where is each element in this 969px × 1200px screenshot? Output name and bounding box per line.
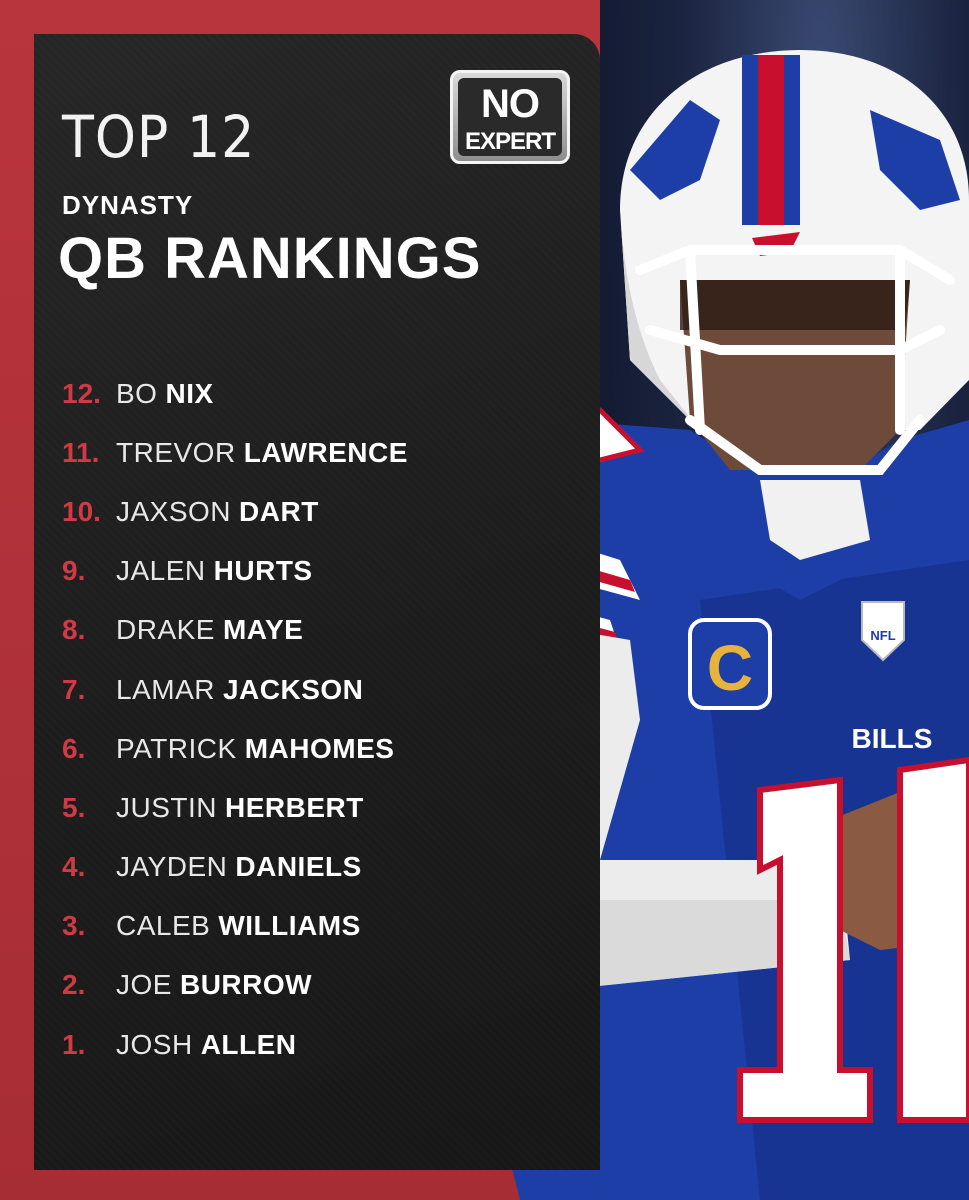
player-last-name: JACKSON [222, 673, 364, 705]
list-item: 2. JOE BURROW [62, 956, 582, 1015]
rank-number: 7. [62, 673, 86, 705]
list-item: 11. TREVOR LAWRENCE [62, 423, 582, 482]
list-item: 10. JAXSON DART [62, 482, 582, 541]
rank-number: 3. [62, 910, 86, 942]
face-shadow [680, 280, 910, 330]
player-first-name: JOE [116, 969, 172, 1001]
player-last-name: MAYE [222, 614, 304, 646]
rank-number: 11. [62, 436, 100, 468]
jersey-number-2 [897, 756, 969, 1123]
nfl-shield-badge: NFL [861, 601, 905, 662]
player-first-name: JOSH [116, 1028, 193, 1060]
logo-text-line2: EXPERT [464, 128, 556, 155]
player-last-name: DANIELS [235, 851, 362, 883]
logo-inner: NO EXPERT [458, 78, 562, 156]
player-first-name: TREVOR [116, 436, 236, 468]
helmet-buffalo-logo [630, 100, 720, 200]
rank-number: 12. [62, 377, 101, 409]
list-item: 3. CALEB WILLIAMS [62, 897, 582, 956]
collar-white [760, 480, 870, 560]
rankings-list: 12. BO NIX 11. TREVOR LAWRENCE 10. JAXSO… [62, 364, 582, 1074]
panel-texture [34, 34, 600, 1170]
player-first-name: CALEB [116, 910, 211, 942]
list-item: 7. LAMAR JACKSON [62, 660, 582, 719]
player-first-name: JALEN [116, 555, 206, 587]
jersey-team-text: BILLS [852, 723, 933, 754]
facemask [635, 245, 955, 475]
list-item: 9. JALEN HURTS [62, 542, 582, 601]
list-item: 1. JOSH ALLEN [62, 1015, 582, 1074]
headline-main: QB RANKINGS [58, 226, 482, 291]
player-last-name: ALLEN [200, 1028, 297, 1060]
player-last-name: NIX [165, 377, 214, 409]
jersey-number [737, 776, 873, 1123]
rank-number: 1. [62, 1028, 86, 1060]
captain-patch: C [688, 618, 772, 710]
list-item: 8. DRAKE MAYE [62, 601, 582, 660]
rank-number: 8. [62, 614, 86, 646]
player-last-name: WILLIAMS [218, 910, 361, 942]
nfl-shield-text: NFL [870, 628, 895, 643]
rank-number: 6. [62, 732, 86, 764]
rank-number: 4. [62, 851, 86, 883]
captain-patch-letter: C [707, 632, 753, 704]
rank-number: 10. [62, 495, 101, 527]
helmet-buffalo-logo-right [870, 110, 960, 210]
player-last-name: HURTS [213, 555, 313, 587]
player-last-name: HERBERT [225, 791, 364, 823]
player-first-name: JUSTIN [116, 791, 217, 823]
player-first-name: PATRICK [116, 732, 237, 764]
list-item: 6. PATRICK MAHOMES [62, 719, 582, 778]
player-first-name: JAXSON [116, 495, 232, 527]
player-last-name: LAWRENCE [243, 436, 408, 468]
logo-text-line1: NO [481, 82, 540, 126]
player-first-name: LAMAR [116, 673, 215, 705]
list-item: 4. JAYDEN DANIELS [62, 838, 582, 897]
player-last-name: DART [239, 495, 319, 527]
list-item: 5. JUSTIN HERBERT [62, 778, 582, 837]
player-last-name: BURROW [179, 969, 313, 1001]
player-first-name: BO [116, 377, 158, 409]
rank-number: 5. [62, 791, 86, 823]
rank-number: 9. [62, 555, 86, 587]
rankings-panel [34, 34, 600, 1170]
player-last-name: MAHOMES [244, 732, 395, 764]
headline-top: TOP 12 [62, 103, 256, 171]
helmet-shadow [620, 210, 700, 430]
rank-number: 2. [62, 969, 86, 1001]
helmet-stripe-red [758, 55, 784, 225]
player-first-name: DRAKE [116, 614, 215, 646]
player-first-name: JAYDEN [116, 851, 228, 883]
brand-logo: NO EXPERT [450, 70, 570, 164]
headline-subtitle: DYNASTY [62, 190, 194, 220]
list-item: 12. BO NIX [62, 364, 582, 423]
